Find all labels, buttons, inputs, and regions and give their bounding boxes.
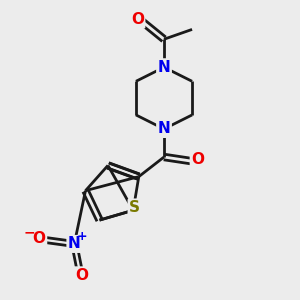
Text: N: N bbox=[158, 122, 170, 136]
Text: −: − bbox=[24, 226, 35, 240]
Text: O: O bbox=[75, 268, 88, 283]
Text: +: + bbox=[77, 230, 88, 243]
Text: O: O bbox=[131, 12, 144, 27]
Text: N: N bbox=[68, 236, 81, 251]
Text: S: S bbox=[129, 200, 140, 215]
Text: O: O bbox=[191, 152, 204, 167]
Text: N: N bbox=[158, 60, 170, 75]
Text: O: O bbox=[33, 231, 46, 246]
